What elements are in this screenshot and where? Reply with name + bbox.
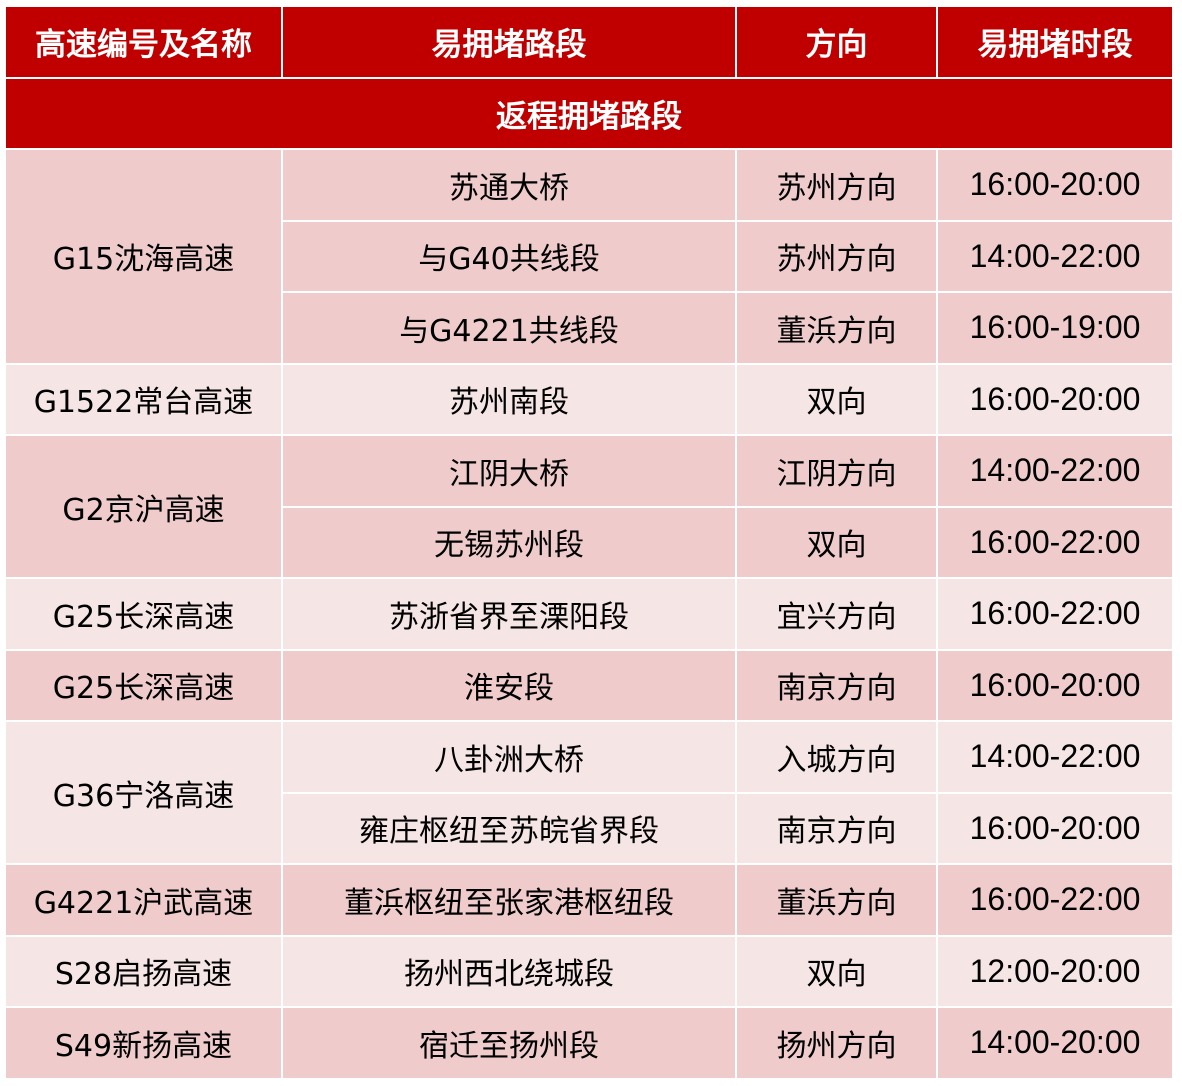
header-direction: 方向 [737,7,936,77]
table-row: 与G40共线段 苏州方向 14:00-22:00 [6,221,1172,291]
segment-cell: 宿迁至扬州段 [283,1008,735,1078]
table-row: 雍庄枢纽至苏皖省界段 南京方向 16:00-20:00 [6,793,1172,863]
time-cell: 12:00-20:00 [938,936,1172,1006]
direction-cell: 苏州方向 [737,150,936,220]
segment-cell: 江阴大桥 [283,436,735,506]
direction-cell: 双向 [737,936,936,1006]
time-cell: 14:00-22:00 [938,436,1172,506]
time-cell: 16:00-22:00 [938,579,1172,649]
direction-cell: 扬州方向 [737,1008,936,1078]
table-row: 与G4221共线段 董浜方向 16:00-19:00 [6,293,1172,363]
time-cell: 14:00-22:00 [938,722,1172,792]
segment-cell: 雍庄枢纽至苏皖省界段 [283,793,735,863]
table-row: G15沈海高速 苏通大桥 苏州方向 16:00-20:00 [6,150,1172,363]
road-name-cell: G25长深高速 [6,650,281,720]
table-row: G25长深高速 苏浙省界至溧阳段 宜兴方向 16:00-22:00 [6,579,1172,649]
time-cell: 14:00-22:00 [938,221,1172,291]
road-name-cell: G1522常台高速 [6,364,281,434]
time-cell: 16:00-20:00 [938,793,1172,863]
table-row: S28启扬高速 扬州西北绕城段 双向 12:00-20:00 [6,936,1172,1006]
segment-cell: 苏通大桥 [283,150,735,220]
segment-cell: 扬州西北绕城段 [283,936,735,1006]
table-row: G4221沪武高速 董浜枢纽至张家港枢纽段 董浜方向 16:00-22:00 [6,865,1172,935]
segment-cell: 淮安段 [283,650,735,720]
direction-cell: 苏州方向 [737,221,936,291]
direction-cell: 南京方向 [737,793,936,863]
time-cell: 16:00-20:00 [938,364,1172,434]
segment-cell: 苏州南段 [283,364,735,434]
direction-cell: 宜兴方向 [737,579,936,649]
time-cell: 14:00-20:00 [938,1008,1172,1078]
time-cell: 16:00-20:00 [938,150,1172,220]
road-name-cell: G4221沪武高速 [6,865,281,935]
direction-cell: 董浜方向 [737,293,936,363]
time-cell: 16:00-22:00 [938,507,1172,577]
segment-cell: 苏浙省界至溧阳段 [283,579,735,649]
table-row: G25长深高速 淮安段 南京方向 16:00-20:00 [6,650,1172,720]
segment-cell: 八卦洲大桥 [283,722,735,792]
direction-cell: 南京方向 [737,650,936,720]
table-body: G15沈海高速 苏通大桥 苏州方向 16:00-20:00 与G40共线段 苏州方向 14:… [6,150,1172,1078]
direction-cell: 入城方向 [737,722,936,792]
time-cell: 16:00-19:00 [938,293,1172,363]
direction-cell: 双向 [737,364,936,434]
section-row: 返程拥堵路段 [6,78,1172,148]
road-name-cell: S28启扬高速 [6,936,281,1006]
section-title: 返程拥堵路段 [6,78,1172,148]
header-time: 易拥堵时段 [938,7,1172,77]
road-name-cell: G2京沪高速 [6,436,281,577]
segment-cell: 无锡苏州段 [283,507,735,577]
direction-cell: 双向 [737,507,936,577]
time-cell: 16:00-22:00 [938,865,1172,935]
road-name-cell: S49新扬高速 [6,1008,281,1078]
segment-cell: 与G40共线段 [283,221,735,291]
table-row: S49新扬高速 宿迁至扬州段 扬州方向 14:00-20:00 [6,1008,1172,1078]
congestion-table: 高速编号及名称 易拥堵路段 方向 易拥堵时段 返程拥堵路段 G15沈海高速 苏通大… [4,5,1174,1080]
segment-cell: 董浜枢纽至张家港枢纽段 [283,865,735,935]
road-name-cell: G15沈海高速 [6,150,281,363]
table-row: G1522常台高速 苏州南段 双向 16:00-20:00 [6,364,1172,434]
road-name-cell: G36宁洛高速 [6,722,281,863]
table-row: 无锡苏州段 双向 16:00-22:00 [6,507,1172,577]
header-segment: 易拥堵路段 [283,7,735,77]
segment-cell: 与G4221共线段 [283,293,735,363]
time-cell: 16:00-20:00 [938,650,1172,720]
direction-cell: 江阴方向 [737,436,936,506]
road-name-cell: G25长深高速 [6,579,281,649]
header-road: 高速编号及名称 [6,7,281,77]
header-row: 高速编号及名称 易拥堵路段 方向 易拥堵时段 [6,7,1172,77]
direction-cell: 董浜方向 [737,865,936,935]
table-row: G36宁洛高速 八卦洲大桥 入城方向 14:00-22:00 [6,722,1172,863]
table-row: G2京沪高速 江阴大桥 江阴方向 14:00-22:00 [6,436,1172,577]
